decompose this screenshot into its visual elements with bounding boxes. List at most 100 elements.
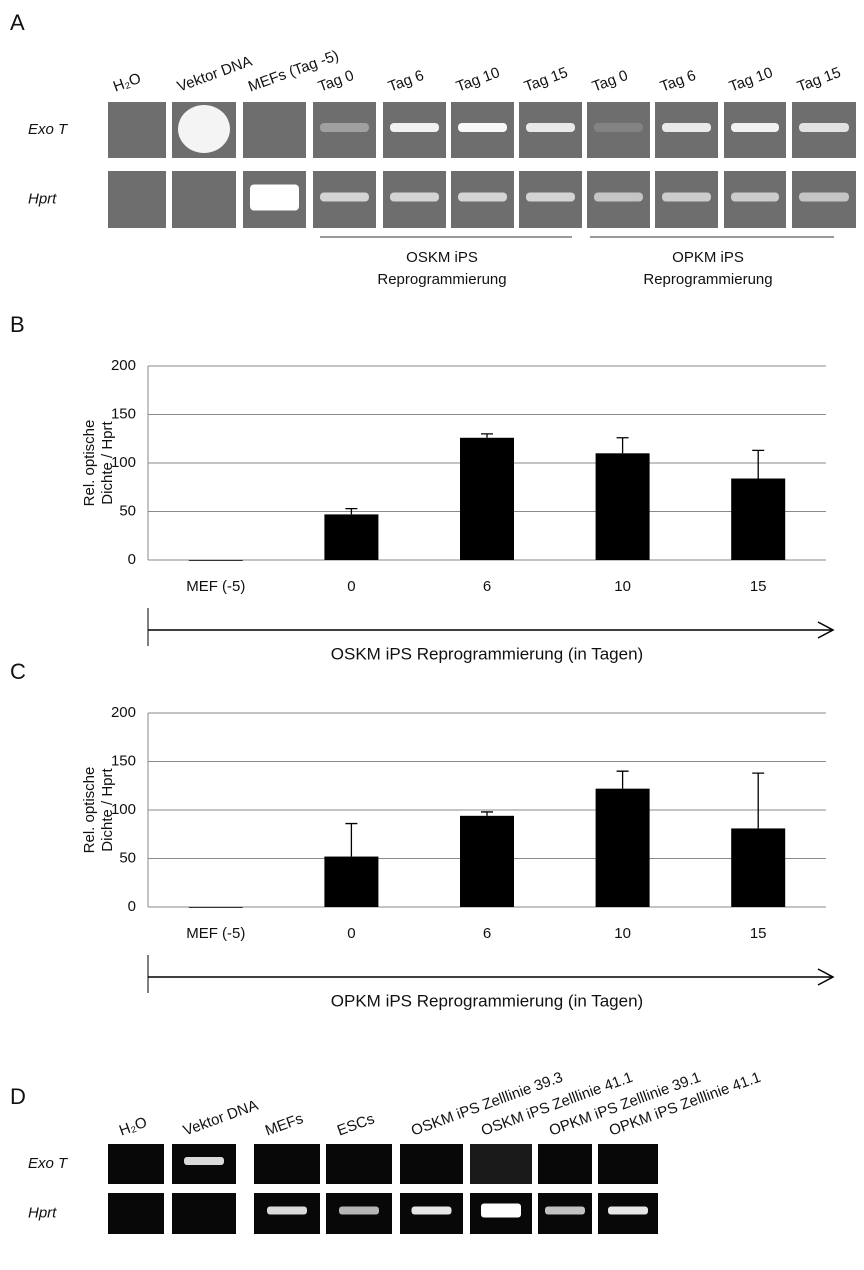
gel-lane [326,1144,392,1184]
gel-band [458,193,507,202]
bar [460,438,514,560]
gel-lane [538,1144,592,1184]
gel-band [481,1204,521,1218]
y-tick-label: 200 [111,357,136,374]
bar [189,907,243,908]
gel-band [339,1207,379,1215]
bar [460,816,514,907]
gel-band [390,123,439,132]
gel-lane [400,1144,463,1184]
gel-lane [108,1193,164,1234]
gel-lane [172,171,236,228]
row-label: Hprt [28,1204,57,1221]
gel-band [608,1207,648,1215]
gel-band [799,193,849,202]
group-label: Reprogrammierung [643,271,772,288]
bar [596,453,650,560]
gel-lane [254,1144,320,1184]
group-label: OPKM iPS [672,249,744,266]
x-tick-label: 15 [750,925,767,942]
row-label: Exo T [28,1155,69,1172]
lane-label: ESCs [335,1110,377,1139]
row-label: Exo T [28,121,69,138]
panel-letter: B [10,312,25,337]
bar [324,857,378,907]
y-tick-label: 0 [128,551,136,568]
lane-label: Tag 0 [590,67,630,96]
lane-label: Tag 15 [522,64,570,95]
gel-lane [108,1144,164,1184]
gel-band [731,193,779,202]
panel-letter: A [10,10,25,35]
x-axis-label: OSKM iPS Reprogrammierung (in Tagen) [331,644,643,663]
y-tick-label: 150 [111,405,136,422]
bar [324,514,378,560]
group-label: OSKM iPS [406,249,478,266]
figure: A D H₂OVektor DNAMEFs (Tag -5)Tag 0Tag 6… [0,0,864,1270]
gel-band [731,123,779,132]
bar [189,560,243,561]
x-tick-label: 0 [347,925,355,942]
lane-label: MEFs [263,1110,306,1139]
bar [596,789,650,907]
panel-letter: C [10,659,26,684]
gel-band [390,193,439,202]
gel-lane [172,1193,236,1234]
error-bar [617,771,629,788]
gel-band [320,193,369,202]
x-tick-label: 15 [750,578,767,595]
lane-label: Tag 10 [727,64,775,95]
y-tick-label: 50 [119,849,136,866]
y-axis-label: Dichte / Hprt [99,767,116,851]
y-axis-label: Rel. optische [81,420,98,507]
y-tick-label: 200 [111,704,136,721]
gel-band [799,123,849,132]
lane-label: Tag 15 [795,64,843,95]
gel-lane [598,1144,658,1184]
y-axis-label: Rel. optische [81,767,98,854]
gel-band [320,123,369,132]
x-tick-label: 10 [614,925,631,942]
gel-band [594,193,643,202]
error-bar [481,434,493,438]
panel-letter: D [10,1084,26,1109]
error-bar [345,824,357,857]
lane-label: Vektor DNA [181,1097,260,1140]
lane-label: H₂O [117,1114,149,1140]
gel-band [662,123,711,132]
x-tick-label: 6 [483,925,491,942]
gel-band [178,105,230,153]
lane-label: Tag 6 [658,67,698,96]
group-label: Reprogrammierung [377,271,506,288]
bar [731,479,785,560]
x-tick-label: MEF (-5) [186,578,245,595]
gel-band [267,1207,307,1215]
gel-band [662,193,711,202]
error-bar [752,450,764,478]
y-tick-label: 150 [111,752,136,769]
y-tick-label: 50 [119,502,136,519]
x-tick-label: 10 [614,578,631,595]
y-tick-label: 0 [128,898,136,915]
x-tick-label: 6 [483,578,491,595]
x-tick-label: 0 [347,578,355,595]
gel-band [250,185,299,211]
lane-label: H₂O [111,70,143,96]
gel-band [412,1207,452,1215]
gel-band [184,1157,224,1165]
x-tick-label: MEF (-5) [186,925,245,942]
row-label: Hprt [28,190,57,207]
x-axis-label: OPKM iPS Reprogrammierung (in Tagen) [331,991,643,1010]
gel-band [458,123,507,132]
lane-label: Tag 6 [386,67,426,96]
error-bar [752,773,764,828]
gel-lane [108,102,166,158]
lane-label: Vektor DNA [175,53,254,96]
gel-band [526,123,575,132]
gel-band [594,123,643,132]
gel-lane [108,171,166,228]
y-axis-label: Dichte / Hprt [99,420,116,504]
error-bar [481,812,493,816]
gel-band [545,1207,585,1215]
lane-label: Tag 0 [316,67,356,96]
